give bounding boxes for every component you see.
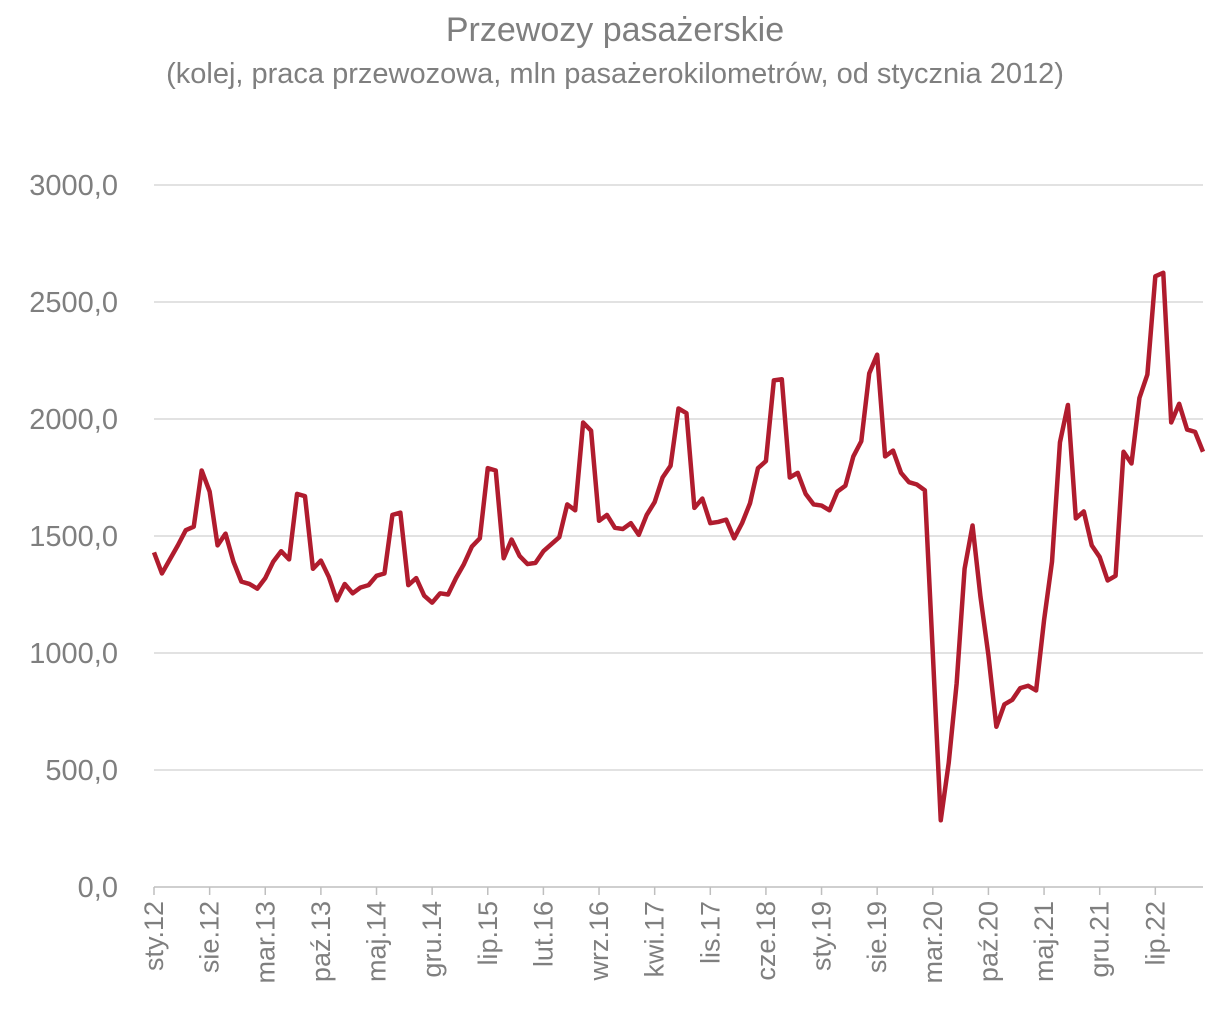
x-tick-label: maj.21 [1029, 901, 1059, 982]
x-tick-label: lut.16 [528, 901, 558, 967]
x-tick-label: maj.14 [362, 901, 392, 982]
y-tick-label: 500,0 [45, 755, 118, 787]
x-tick-label: sie.19 [862, 901, 892, 973]
y-tick-label: 2500,0 [29, 287, 118, 319]
x-tick-label: gru.21 [1085, 901, 1115, 978]
x-tick-label: mar.13 [250, 901, 280, 984]
y-tick-label: 1500,0 [29, 521, 118, 553]
x-tick-label: paź.20 [973, 901, 1003, 982]
x-tick-label: gru.14 [417, 901, 447, 978]
titles: Przewozy pasażerskie (kolej, praca przew… [120, 8, 1110, 96]
x-tick-label: kwi.17 [640, 901, 670, 978]
chart-title: Przewozy pasażerskie [445, 11, 785, 49]
x-tick-label: sie.12 [195, 901, 225, 973]
x-tick-label: sty.19 [807, 901, 837, 971]
x-tick-label: lip.15 [473, 901, 503, 966]
y-tick-label: 1000,0 [29, 638, 118, 670]
y-tick-label: 2000,0 [29, 404, 118, 436]
y-tick-label: 3000,0 [29, 170, 118, 202]
x-tick-label: wrz.16 [584, 901, 614, 982]
x-tick-label: mar.20 [918, 901, 948, 984]
chart-subtitle: (kolej, praca przewozowa, mln pasażeroki… [166, 58, 1064, 90]
x-tick-label: lip.22 [1140, 901, 1170, 966]
x-tick-label: cze.18 [751, 901, 781, 981]
x-tick-label: paź.13 [306, 901, 336, 982]
x-tick-label: lis.17 [695, 901, 725, 964]
x-tick-label: sty.12 [139, 901, 169, 971]
y-tick-label: 0,0 [78, 872, 118, 904]
line-series [151, 270, 1206, 823]
